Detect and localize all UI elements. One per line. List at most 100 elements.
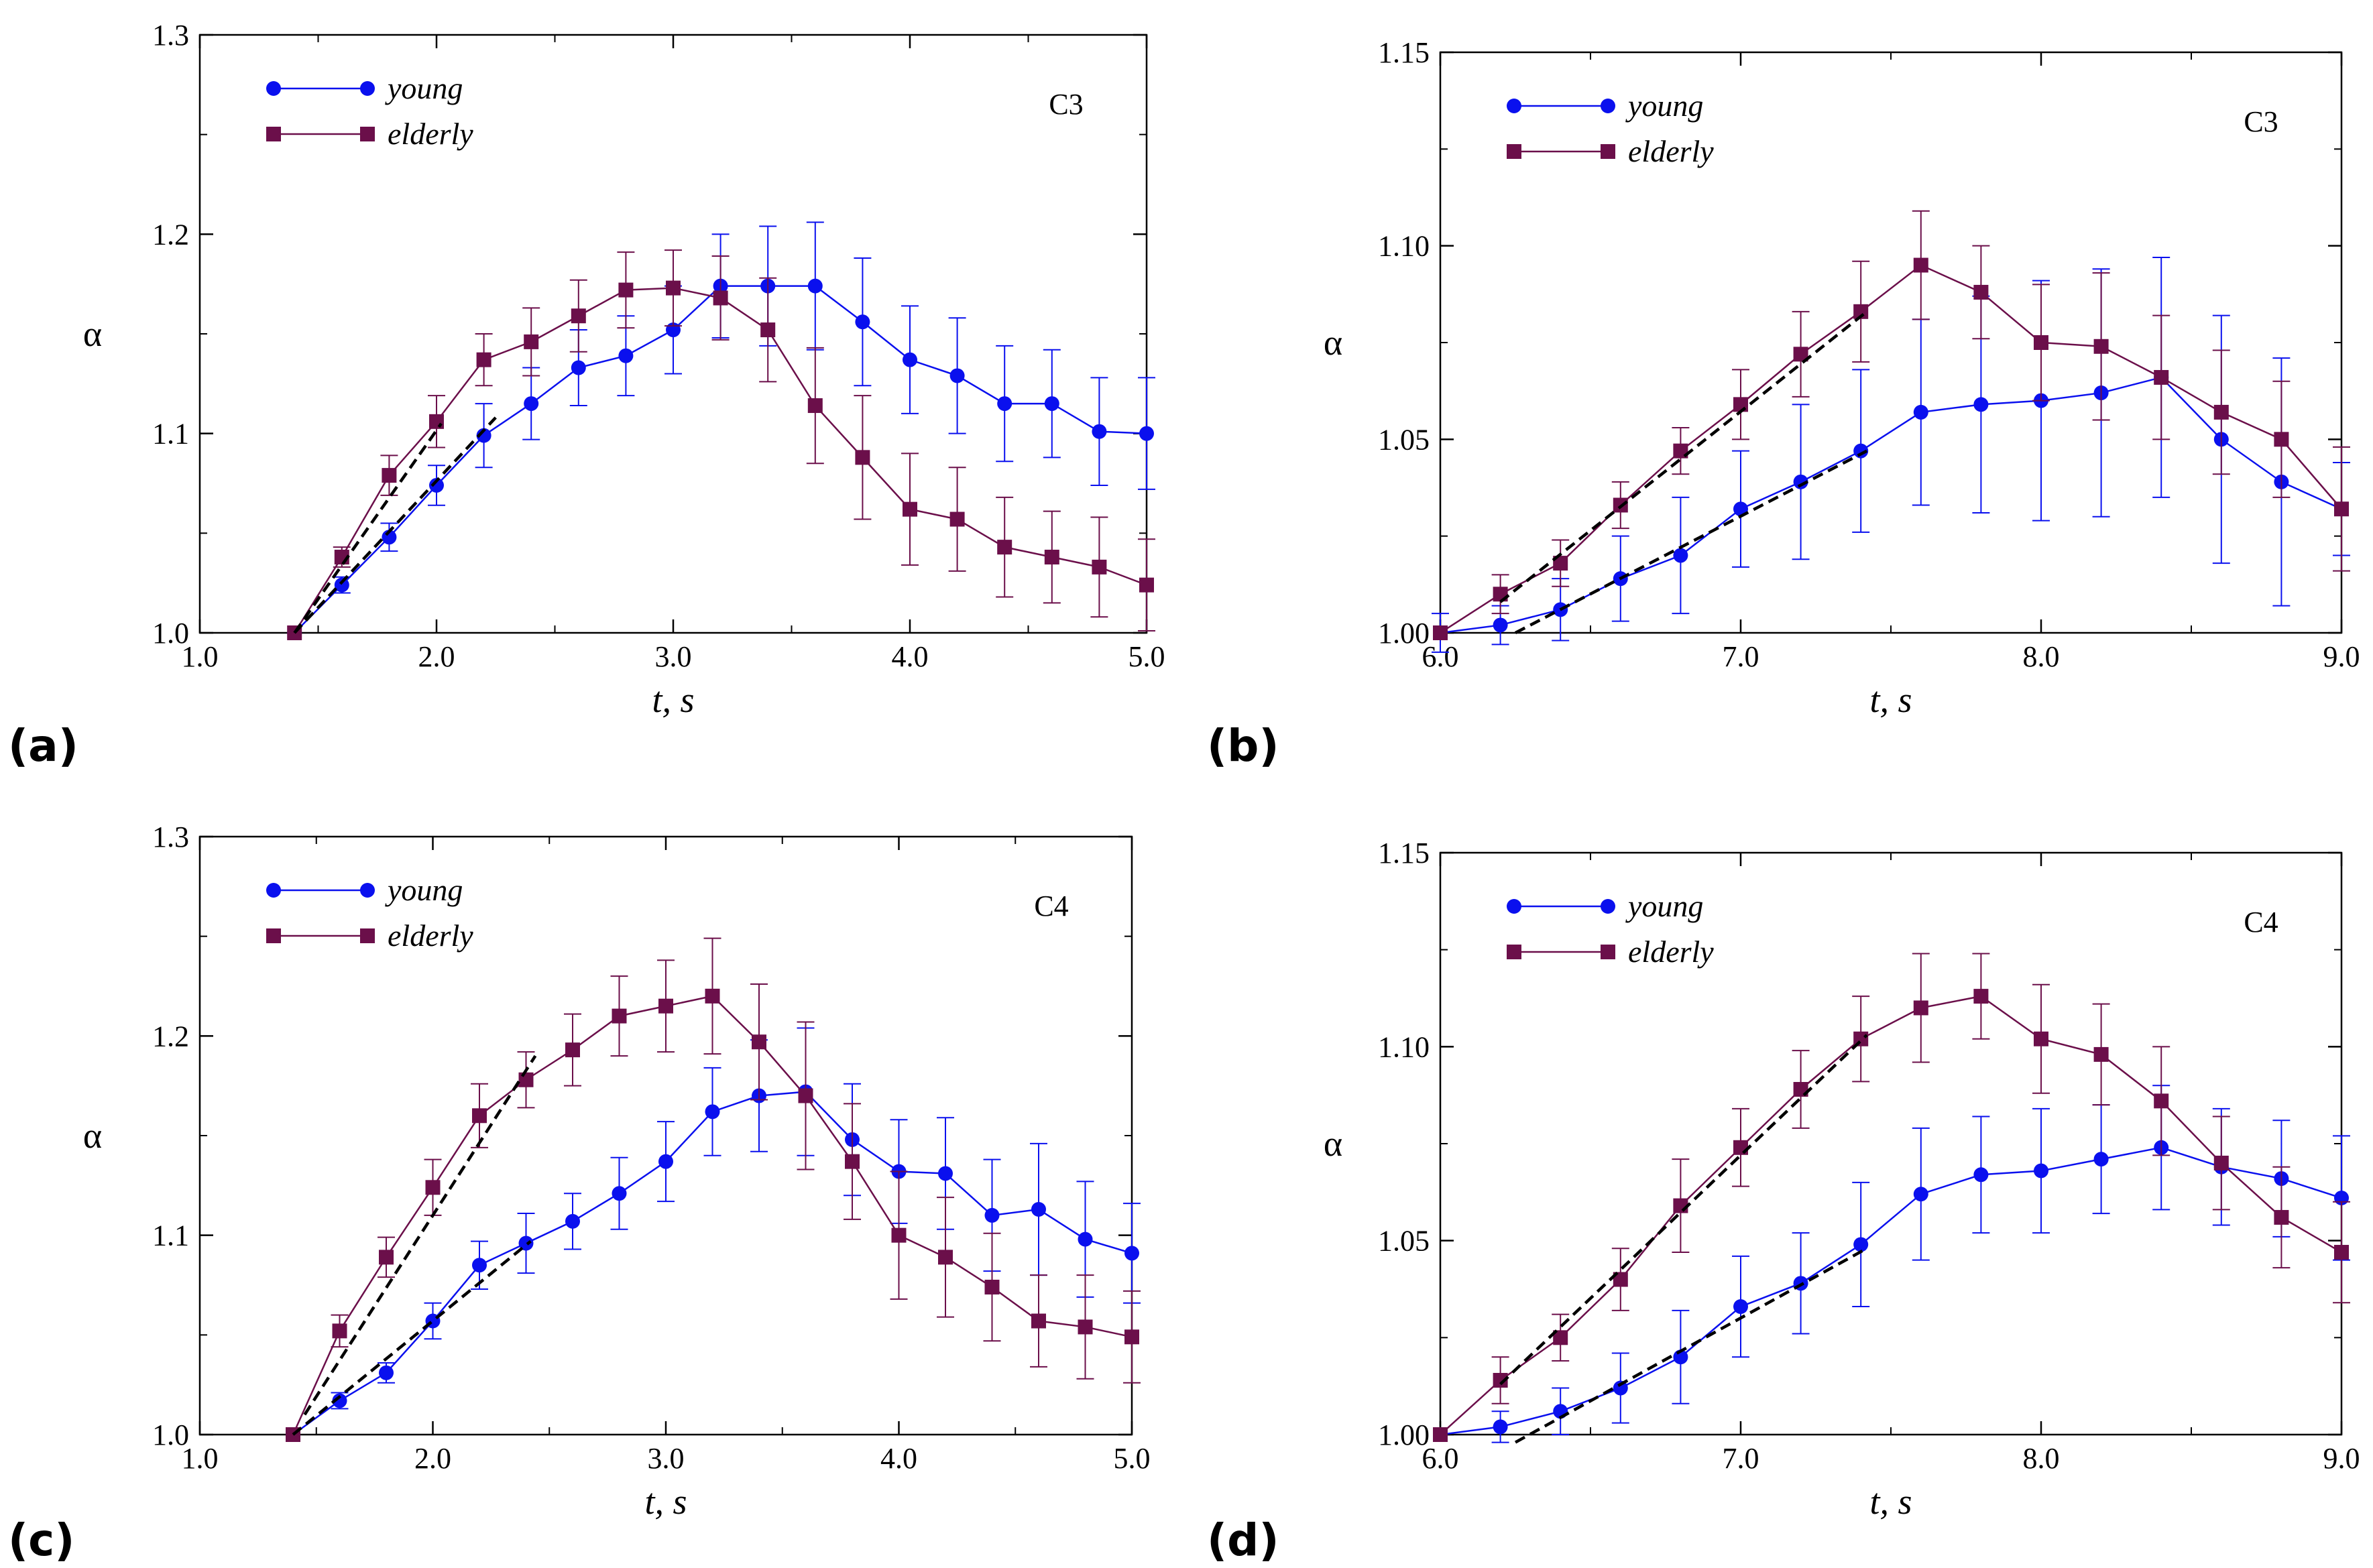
data-point-elderly xyxy=(429,414,444,429)
data-point-elderly xyxy=(2034,335,2048,350)
y-tick-label: 1.05 xyxy=(1378,1225,1430,1258)
legend-label-elderly: elderly xyxy=(1628,934,1714,969)
data-point-young xyxy=(332,1393,347,1408)
data-point-elderly xyxy=(1078,1319,1093,1335)
data-point-young xyxy=(1031,1202,1046,1217)
data-point-elderly xyxy=(332,1323,347,1339)
data-point-young xyxy=(658,1154,673,1169)
data-point-elderly xyxy=(618,282,634,298)
y-tick-label: 1.1 xyxy=(152,1219,189,1252)
x-tick-label: 6.0 xyxy=(1422,1442,1459,1475)
data-point-young xyxy=(472,1258,487,1273)
data-point-elderly xyxy=(855,450,870,465)
data-point-young xyxy=(1613,1380,1628,1396)
data-point-young xyxy=(1973,397,1989,412)
data-point-elderly xyxy=(425,1180,441,1195)
data-point-young xyxy=(1913,1187,1928,1202)
data-point-elderly xyxy=(612,1008,627,1024)
data-point-elderly xyxy=(1124,1329,1139,1345)
channel-tag: C3 xyxy=(2244,105,2278,138)
data-point-young xyxy=(565,1213,580,1229)
series-line-elderly xyxy=(1440,264,2342,634)
data-point-elderly xyxy=(2274,1209,2289,1225)
legend-marker-young xyxy=(1601,899,1615,914)
legend-marker-elderly xyxy=(1507,144,1521,159)
data-point-young xyxy=(476,428,491,443)
data-point-young xyxy=(705,1104,720,1120)
series-young xyxy=(287,221,1155,640)
legend-marker-young xyxy=(360,81,375,96)
data-point-elderly xyxy=(2334,1245,2349,1260)
data-point-elderly xyxy=(658,998,673,1014)
legend-label-young: young xyxy=(1625,889,1703,923)
x-tick-label: 2.0 xyxy=(418,640,455,673)
y-tick-label: 1.2 xyxy=(152,1020,189,1052)
data-point-elderly xyxy=(2093,1046,2109,1062)
data-point-elderly xyxy=(518,1072,534,1087)
legend-marker-elderly xyxy=(1601,945,1615,959)
legend-label-young: young xyxy=(385,873,463,907)
data-point-young xyxy=(1092,424,1107,439)
data-point-young xyxy=(334,577,349,593)
x-tick-label: 9.0 xyxy=(2323,1442,2360,1475)
legend: young elderly xyxy=(266,873,473,953)
data-point-elderly xyxy=(1913,257,1928,273)
data-point-elderly xyxy=(472,1108,487,1124)
legend-label-elderly: elderly xyxy=(388,918,473,953)
y-tick-label: 1.3 xyxy=(152,821,189,853)
data-point-elderly xyxy=(1139,577,1154,593)
legend-marker-young xyxy=(266,81,281,96)
data-point-elderly xyxy=(2154,1093,2169,1109)
data-point-young xyxy=(855,314,870,330)
data-point-elderly xyxy=(1553,556,1568,571)
data-point-elderly xyxy=(984,1279,1000,1294)
data-point-elderly xyxy=(938,1250,953,1265)
x-tick-label: 8.0 xyxy=(2023,640,2060,673)
legend-label-elderly: elderly xyxy=(1628,134,1714,168)
data-point-young xyxy=(2034,1163,2048,1179)
legend-label-young: young xyxy=(385,71,463,105)
x-tick-label: 5.0 xyxy=(1114,1442,1151,1475)
data-point-young xyxy=(379,1365,394,1380)
chart-panel-b: 6.0 7.0 8.0 9.01.001.051.101.15t, sαC3young… xyxy=(1324,36,2360,720)
data-point-young xyxy=(1124,1246,1139,1261)
data-point-elderly xyxy=(1913,1000,1928,1016)
x-tick-label: 9.0 xyxy=(2323,640,2360,673)
data-point-elderly xyxy=(379,1250,394,1265)
data-point-elderly xyxy=(1613,1272,1628,1287)
legend-label-elderly: elderly xyxy=(388,117,473,151)
legend-marker-elderly xyxy=(266,928,281,943)
x-axis-label: t, s xyxy=(644,1482,687,1522)
y-tick-label: 1.10 xyxy=(1378,230,1430,263)
x-tick-label: 7.0 xyxy=(1723,640,1759,673)
y-tick-label: 1.1 xyxy=(152,418,189,450)
chart-panel-a: 1.0 2.0 3.0 4.0 5.0 1.0 1.1 1.2 1.3 t, s α C3 young e… xyxy=(83,19,1165,720)
x-tick-label: 1.0 xyxy=(182,1442,219,1475)
data-point-young xyxy=(1139,426,1154,441)
data-point-elderly xyxy=(1793,347,1808,362)
y-axis-label: α xyxy=(83,1115,102,1156)
data-point-elderly xyxy=(705,988,720,1004)
data-point-elderly xyxy=(476,352,491,367)
data-point-elderly xyxy=(571,308,586,324)
data-point-elderly xyxy=(2334,501,2349,517)
data-point-young xyxy=(429,477,444,493)
data-point-elderly xyxy=(1044,550,1059,565)
data-point-young xyxy=(997,396,1012,412)
data-point-young xyxy=(1853,1237,1869,1252)
legend-marker-elderly xyxy=(360,928,375,943)
x-tick-label: 3.0 xyxy=(655,640,692,673)
data-point-elderly xyxy=(798,1088,813,1103)
panel-label-d: (d) xyxy=(1207,1514,1279,1566)
legend-marker-elderly xyxy=(1601,144,1615,159)
chart-panel-c: 1.0 2.0 3.0 4.0 5.0 1.0 1.1 1.2 1.3 t, s α C4 young e… xyxy=(83,821,1151,1522)
data-point-young xyxy=(938,1166,953,1181)
data-point-elderly xyxy=(524,334,539,349)
legend-marker-young xyxy=(1601,99,1615,113)
data-point-young xyxy=(1078,1231,1093,1247)
data-point-young xyxy=(1044,396,1059,412)
legend-marker-young xyxy=(266,883,281,898)
panel-label-b: (b) xyxy=(1207,720,1279,772)
data-point-young xyxy=(1853,443,1869,459)
